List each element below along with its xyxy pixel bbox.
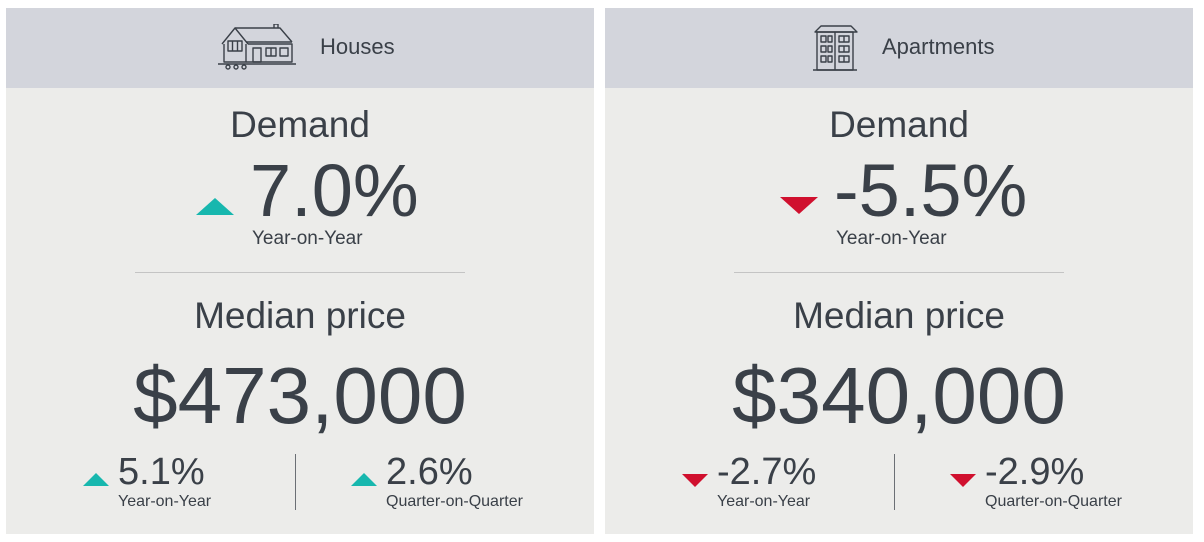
apartments-yoy-caption: Year-on-Year xyxy=(717,493,811,510)
apartments-card: Apartments Demand -5.5% Year-on-Year Med… xyxy=(605,8,1193,534)
apartments-qoq-caption: Quarter-on-Quarter xyxy=(985,493,1122,510)
houses-median-price: $473,000 xyxy=(133,351,467,440)
houses-demand-caption: Year-on-Year xyxy=(252,228,363,249)
houses-demand-label: Demand xyxy=(230,104,370,145)
houses-card: Houses Demand 7.0% Year-on-Year Median p… xyxy=(6,8,594,534)
houses-median-label: Median price xyxy=(194,295,406,336)
apartments-header: Apartments xyxy=(605,8,1193,88)
apartments-qoq-value: -2.9% xyxy=(985,451,1085,493)
houses-qoq-caption: Quarter-on-Quarter xyxy=(386,493,523,510)
apartments-yoy-value: -2.7% xyxy=(717,451,817,493)
houses-sub-divider xyxy=(295,454,296,510)
houses-yoy-caption: Year-on-Year xyxy=(118,493,212,510)
apartments-demand-label: Demand xyxy=(829,104,969,145)
houses-qoq-up-icon xyxy=(351,473,377,486)
houses-header: Houses xyxy=(6,8,594,88)
apartments-demand-down-icon xyxy=(780,197,818,214)
apartments-yoy-down-icon xyxy=(682,474,708,487)
houses-title: Houses xyxy=(320,34,395,59)
apartments-median-price: $340,000 xyxy=(732,351,1066,440)
apartments-median-label: Median price xyxy=(793,295,1005,336)
houses-qoq-value: 2.6% xyxy=(386,451,473,493)
apartment-building-icon xyxy=(813,25,858,71)
apartments-title: Apartments xyxy=(882,34,995,59)
apartments-divider xyxy=(734,272,1064,273)
houses-demand-value: 7.0% xyxy=(250,149,419,232)
houses-demand-up-icon xyxy=(196,198,234,215)
houses-yoy-value: 5.1% xyxy=(118,451,205,493)
houses-yoy-up-icon xyxy=(83,473,109,486)
apartments-sub-divider xyxy=(894,454,895,510)
apartments-qoq-down-icon xyxy=(950,474,976,487)
apartments-demand-value: -5.5% xyxy=(834,149,1028,232)
apartments-demand-caption: Year-on-Year xyxy=(836,228,947,249)
houses-divider xyxy=(135,272,465,273)
house-icon xyxy=(218,24,296,70)
